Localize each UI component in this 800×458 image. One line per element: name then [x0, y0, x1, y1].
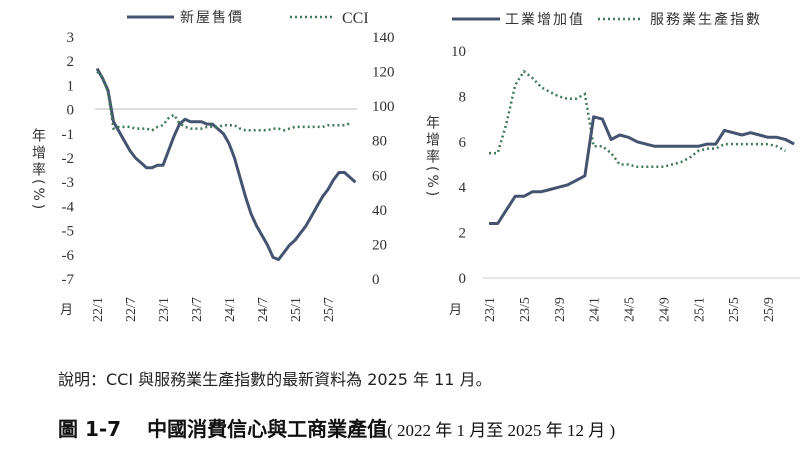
- y-axis-label: 年增率(%): [424, 115, 440, 199]
- legend-label-services: 服務業生產指數: [650, 11, 762, 28]
- y-tick-label: -1: [62, 127, 75, 143]
- left-chart: 新屋售價 CCI 3 2 1 0 -1 -2 -3 -4 -5 -6 -7 140 120 100 80 60…: [30, 9, 395, 322]
- x-tick-label: 24/1: [223, 297, 238, 322]
- series-line-services-index: [489, 69, 787, 169]
- x-tick-label: 24/1: [588, 297, 603, 322]
- legend-label-price: 新屋售價: [180, 9, 244, 26]
- x-axis-label: 月: [449, 303, 462, 318]
- y-tick-label: -7: [62, 272, 75, 288]
- x-tick-label: 25/1: [692, 297, 707, 322]
- x-tick-label: 23/9: [553, 297, 568, 322]
- y-tick-label: -4: [62, 199, 75, 215]
- y2-tick-label: 0: [372, 272, 380, 288]
- x-tick-label: 23/5: [518, 297, 533, 322]
- figure-number: 圖 1-7: [58, 417, 122, 441]
- x-tick-label: 22/7: [124, 297, 139, 322]
- y-tick-label: 10: [451, 44, 466, 60]
- y-tick-label: -2: [62, 151, 75, 167]
- legend-label-cci: CCI: [342, 10, 369, 27]
- figure-caption: 圖 1-7 中國消費信心與工商業產值( 2022 年 1 月至 2025 年 12…: [58, 413, 615, 442]
- x-tick-label: 23/7: [190, 297, 205, 322]
- y2-tick-label: 140: [372, 30, 395, 46]
- figure-title: 中國消費信心與工商業產值: [147, 417, 388, 441]
- y-tick-label: 2: [67, 54, 75, 70]
- y-tick-label: -3: [62, 175, 75, 191]
- y-tick-label: 2: [459, 226, 467, 242]
- x-axis-label: 月: [60, 303, 73, 318]
- x-tick-label: 22/1: [91, 297, 106, 322]
- y2-tick-label: 60: [372, 168, 387, 184]
- y-tick-label: 8: [459, 89, 467, 105]
- y-tick-label: 0: [459, 271, 467, 287]
- x-tick-label: 25/7: [322, 297, 337, 322]
- x-tick-label: 24/5: [623, 297, 638, 322]
- x-tick-label: 25/1: [289, 297, 304, 322]
- y2-tick-label: 20: [372, 237, 387, 253]
- y2-tick-label: 100: [372, 99, 395, 115]
- y-tick-label: -6: [62, 248, 75, 264]
- y-axis-label: 年增率(%): [30, 128, 46, 212]
- y2-tick-label: 40: [372, 203, 387, 219]
- y-tick-label: 6: [459, 135, 467, 151]
- right-chart: 工業增加值 服務業生產指數 10 8 6 4 2 0 23/1 23/5 23/9 24/1 24/…: [424, 11, 800, 322]
- figure-range: ( 2022 年 1 月至 2025 年 12 月 ): [387, 421, 616, 440]
- y2-tick-label: 80: [372, 134, 387, 150]
- x-tick-label: 25/5: [727, 297, 742, 322]
- x-tick-label: 23/1: [157, 297, 172, 322]
- series-line-industrial-value-added: [489, 115, 795, 225]
- series-line-cci: [96, 70, 351, 132]
- y-tick-label: 0: [67, 103, 75, 119]
- x-tick-label: 23/1: [483, 297, 498, 322]
- series-line-new-home-price: [95, 67, 357, 262]
- x-tick-label: 24/9: [657, 297, 672, 322]
- y-tick-label: -5: [62, 224, 75, 240]
- y-tick-label: 3: [67, 30, 75, 46]
- x-tick-label: 24/7: [256, 297, 271, 322]
- y2-tick-label: 120: [372, 65, 395, 81]
- y-tick-label: 4: [459, 180, 467, 196]
- y-tick-label: 1: [67, 78, 75, 94]
- note-text: 說明：CCI 與服務業生產指數的最新資料為 2025 年 11 月。: [58, 370, 492, 389]
- legend-label-industrial: 工業增加值: [505, 12, 585, 28]
- x-tick-label: 25/9: [762, 297, 777, 322]
